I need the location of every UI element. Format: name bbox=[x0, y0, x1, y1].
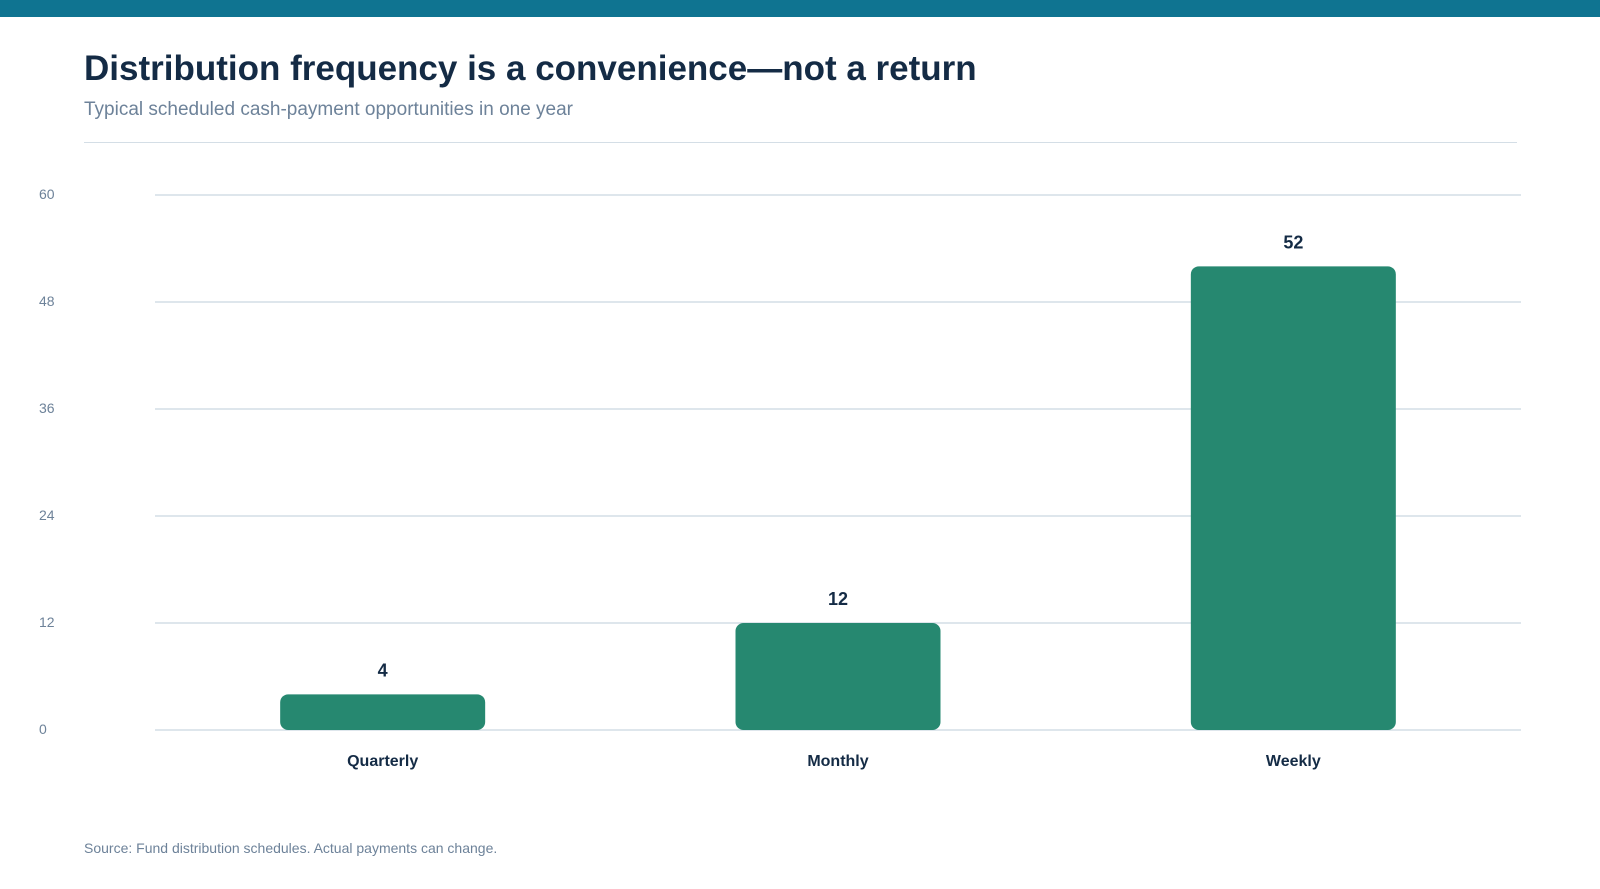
top-accent-bar bbox=[0, 0, 1600, 17]
source-note: Source: Fund distribution schedules. Act… bbox=[84, 840, 498, 856]
y-tick-label: 60 bbox=[39, 186, 55, 202]
chart-subtitle: Typical scheduled cash-payment opportuni… bbox=[84, 99, 574, 120]
x-category-label: Weekly bbox=[1266, 753, 1321, 770]
bar-value-label: 12 bbox=[828, 589, 848, 609]
y-axis-tick-labels: 0 12 24 36 48 60 bbox=[39, 186, 55, 737]
y-tick-label: 48 bbox=[39, 293, 55, 309]
bars bbox=[280, 266, 1396, 730]
bar-value-label: 4 bbox=[378, 660, 388, 680]
bar-weekly bbox=[1190, 266, 1396, 730]
y-tick-label: 36 bbox=[39, 400, 55, 416]
y-tick-label: 12 bbox=[39, 614, 55, 630]
x-category-label: Monthly bbox=[807, 753, 868, 770]
y-tick-label: 0 bbox=[39, 721, 47, 737]
header-divider bbox=[84, 142, 1517, 143]
bar-quarterly bbox=[280, 694, 486, 730]
y-tick-label: 24 bbox=[39, 507, 55, 523]
bar-value-labels: 4 12 52 bbox=[378, 232, 1304, 680]
bar-value-label: 52 bbox=[1283, 232, 1303, 252]
chart-title: Distribution frequency is a convenience—… bbox=[84, 49, 977, 88]
x-axis-category-labels: Quarterly Monthly Weekly bbox=[347, 753, 1321, 770]
x-category-label: Quarterly bbox=[347, 753, 418, 770]
bar-monthly bbox=[735, 623, 941, 730]
